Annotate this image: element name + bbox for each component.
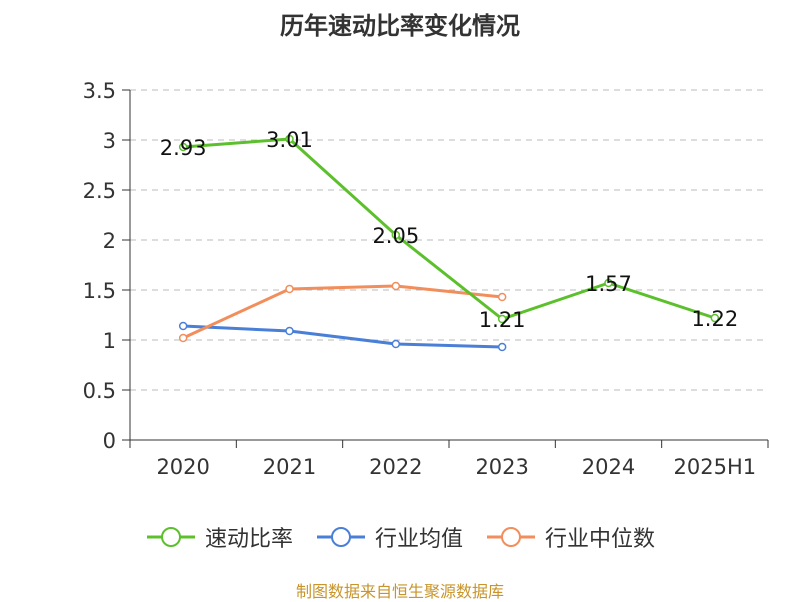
y-tick-label: 0 bbox=[103, 429, 116, 453]
data-point bbox=[391, 281, 401, 291]
data-point bbox=[178, 142, 188, 152]
data-point bbox=[285, 284, 294, 294]
legend-swatch-icon bbox=[146, 527, 195, 547]
y-tick-label: 1 bbox=[103, 329, 116, 353]
x-tick-label: 2023 bbox=[475, 455, 528, 479]
data-label: 3.01 bbox=[266, 128, 313, 152]
data-label: 2.05 bbox=[372, 224, 419, 248]
legend-label: 速动比率 bbox=[204, 527, 293, 552]
series-line bbox=[183, 324, 503, 349]
data-point bbox=[391, 230, 401, 240]
data-point bbox=[285, 326, 294, 336]
legend-item[interactable]: 行业中位数 bbox=[485, 521, 655, 553]
x-tick-label: 2022 bbox=[369, 455, 422, 479]
y-tick-label: 3.5 bbox=[83, 79, 116, 103]
source-note: 制图数据来自恒生聚源数据库 bbox=[295, 582, 504, 601]
data-point bbox=[391, 339, 401, 349]
legend-item[interactable]: 速动比率 bbox=[145, 521, 293, 553]
data-point bbox=[497, 292, 507, 302]
legend-item[interactable]: 行业均值 bbox=[315, 521, 463, 553]
x-tick-label: 2021 bbox=[263, 455, 316, 479]
y-tick-label: 2.5 bbox=[83, 179, 116, 203]
y-tick-label: 2 bbox=[103, 229, 116, 253]
data-point bbox=[710, 313, 720, 323]
series-line bbox=[183, 137, 716, 321]
y-tick-label: 0.5 bbox=[83, 379, 116, 403]
data-point bbox=[285, 134, 294, 144]
chart-title: 历年速动比率变化情况 bbox=[280, 12, 520, 40]
x-tick-label: 2020 bbox=[156, 455, 209, 479]
data-label: 1.22 bbox=[691, 307, 738, 331]
chart-legend: 速动比率 行业均值 行业中位数 bbox=[0, 520, 800, 554]
data-point bbox=[497, 342, 507, 352]
data-label: 2.93 bbox=[160, 136, 207, 160]
legend-label: 行业中位数 bbox=[545, 527, 656, 552]
legend-label: 行业均值 bbox=[374, 527, 463, 552]
data-point bbox=[497, 314, 507, 324]
legend-swatch-icon bbox=[487, 527, 535, 547]
data-label: 1.57 bbox=[585, 272, 632, 296]
y-tick-label: 3 bbox=[103, 129, 116, 153]
data-point bbox=[604, 278, 613, 288]
data-label: 1.21 bbox=[479, 308, 526, 332]
y-tick-label: 1.5 bbox=[83, 279, 116, 303]
x-tick-label: 2025H1 bbox=[674, 455, 757, 479]
x-tick-label: 2024 bbox=[582, 455, 635, 479]
legend-swatch-icon bbox=[316, 527, 365, 547]
data-point bbox=[178, 333, 188, 343]
data-point bbox=[178, 321, 188, 331]
series-line bbox=[182, 284, 503, 340]
